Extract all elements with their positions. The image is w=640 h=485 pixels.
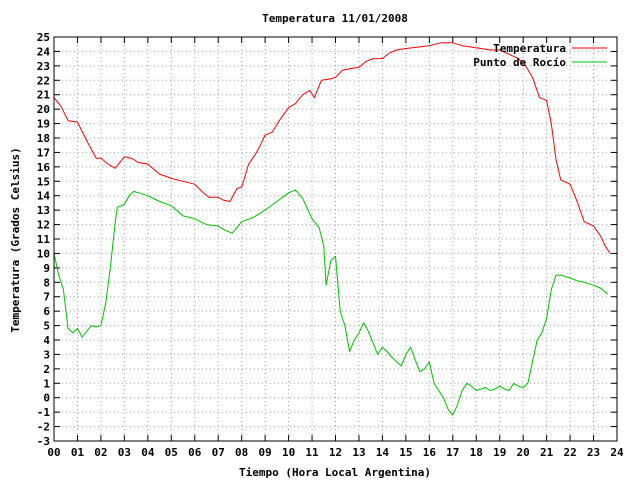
x-tick-label: 22 <box>563 446 576 459</box>
y-tick-label: 4 <box>43 334 50 347</box>
y-tick-label: 7 <box>43 291 50 304</box>
x-tick-label: 10 <box>282 446 295 459</box>
x-tick-label: 12 <box>329 446 342 459</box>
y-tick-label: 21 <box>37 89 51 102</box>
y-tick-label: 18 <box>37 132 50 145</box>
y-tick-label: 5 <box>43 320 50 333</box>
x-tick-label: 08 <box>235 446 248 459</box>
x-tick-label: 11 <box>305 446 319 459</box>
y-tick-label: 11 <box>37 233 51 246</box>
axis-ticks <box>53 36 618 442</box>
y-tick-label: -1 <box>37 406 51 419</box>
y-tick-label: -3 <box>37 435 50 448</box>
x-tick-label: 09 <box>259 446 272 459</box>
x-tick-label: 01 <box>71 446 85 459</box>
chart-title: Temperatura 11/01/2008 <box>262 12 408 25</box>
y-axis-label: Temperatura (Grados Celsius) <box>9 147 22 332</box>
x-tick-label: 17 <box>446 446 459 459</box>
y-tick-label: 10 <box>37 247 50 260</box>
x-tick-label: 18 <box>470 446 483 459</box>
x-tick-label: 07 <box>212 446 225 459</box>
x-tick-label: 04 <box>141 446 155 459</box>
y-tick-label: 25 <box>37 31 50 44</box>
y-tick-label: 3 <box>43 348 50 361</box>
x-tick-label: 03 <box>118 446 131 459</box>
y-tick-label: 17 <box>37 146 50 159</box>
y-tick-label: 22 <box>37 74 50 87</box>
y-tick-label: 24 <box>37 45 51 58</box>
y-tick-label: -2 <box>37 421 50 434</box>
legend-label-temperatura: Temperatura <box>493 42 566 55</box>
y-tick-label: 0 <box>43 392 50 405</box>
y-tick-label: 2 <box>43 363 50 376</box>
x-tick-label: 05 <box>165 446 178 459</box>
y-tick-label: 1 <box>43 377 50 390</box>
series-line-temperatura <box>53 42 611 254</box>
y-tick-label: 13 <box>37 204 50 217</box>
y-tick-label: 14 <box>37 190 51 203</box>
y-tick-label: 15 <box>37 175 50 188</box>
y-tick-label: 19 <box>37 118 50 131</box>
y-tick-label: 23 <box>37 60 50 73</box>
x-tick-label: 15 <box>399 446 412 459</box>
x-tick-label: 23 <box>587 446 600 459</box>
x-tick-label: 20 <box>517 446 530 459</box>
y-tick-label: 8 <box>43 276 50 289</box>
x-tick-label: 21 <box>540 446 554 459</box>
x-tick-label: 14 <box>376 446 390 459</box>
grid <box>54 37 617 441</box>
y-tick-label: 12 <box>37 219 50 232</box>
x-tick-labels: 00 01 02 03 04 05 06 07 08 09 10 11 12 13 14 15 16 17 18 19… <box>47 446 624 459</box>
y-tick-labels: -3-2-10123456789101112131415161718192021… <box>37 31 51 448</box>
x-axis-label: Tiempo (Hora Local Argentina) <box>239 466 431 479</box>
x-tick-label: 00 <box>47 446 60 459</box>
y-tick-label: 16 <box>37 161 51 174</box>
x-tick-label: 13 <box>352 446 365 459</box>
plot-frame <box>53 36 618 442</box>
x-tick-label: 02 <box>94 446 107 459</box>
series-line-punto-de-rocio <box>53 189 608 416</box>
x-tick-label: 16 <box>423 446 437 459</box>
y-tick-label: 9 <box>43 262 50 275</box>
x-tick-label: 06 <box>188 446 202 459</box>
legend-label-punto-de-rocio: Punto de Rocío <box>473 56 566 69</box>
series-lines <box>53 42 611 416</box>
x-tick-label: 24 <box>610 446 624 459</box>
x-tick-label: 19 <box>493 446 506 459</box>
y-tick-label: 6 <box>43 305 50 318</box>
y-tick-label: 20 <box>37 103 50 116</box>
